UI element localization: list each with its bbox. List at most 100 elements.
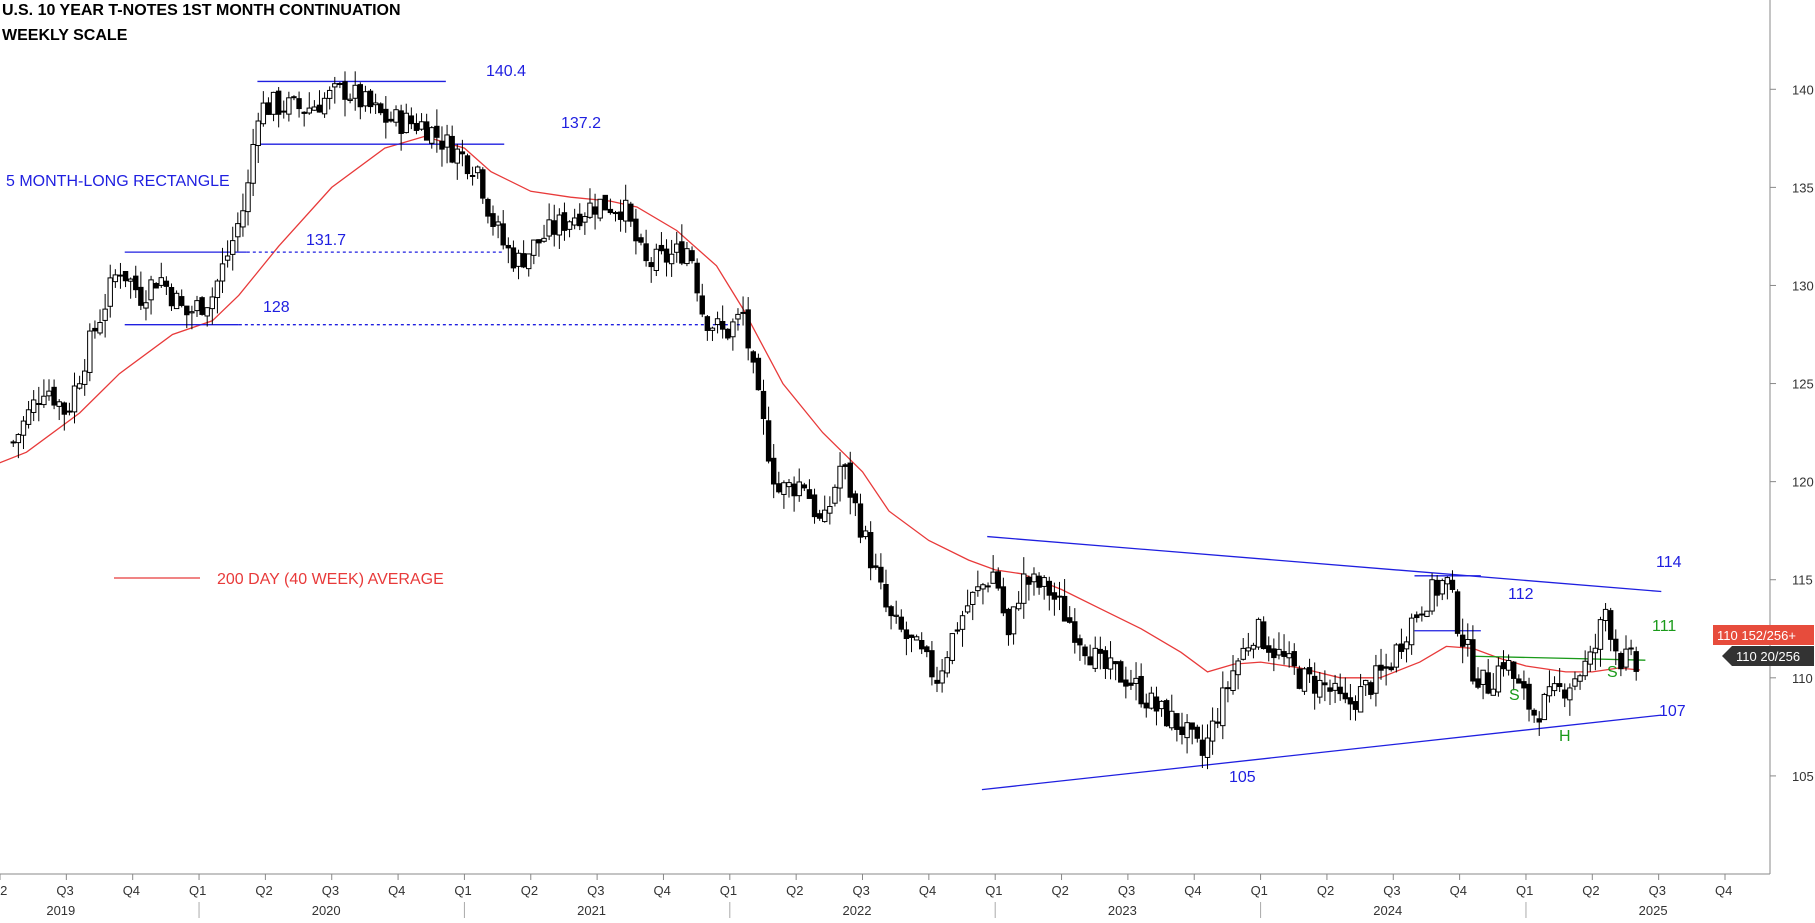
candle-body	[459, 151, 466, 155]
candle-body	[837, 465, 843, 489]
candle-body	[388, 118, 394, 122]
candle-body	[893, 614, 899, 617]
candle-body	[1036, 575, 1042, 588]
y-tick-label: 130	[1792, 278, 1814, 293]
candle-body	[235, 223, 241, 238]
candle-body	[995, 571, 1001, 589]
candle-body	[1383, 666, 1389, 669]
candle-body	[1607, 610, 1614, 640]
candle-body	[1582, 660, 1588, 677]
candle-body	[852, 493, 859, 504]
candle-body	[1439, 580, 1445, 595]
candle-body	[1592, 647, 1599, 654]
chart-subtitle: WEEKLY SCALE	[2, 27, 128, 44]
level-label-137: 137.2	[561, 115, 601, 132]
candle-body	[1240, 647, 1246, 660]
candle-body	[270, 91, 277, 115]
candle-body	[770, 457, 777, 485]
candle-body	[1368, 682, 1374, 695]
candle-body	[842, 464, 848, 467]
candle-body	[1449, 579, 1456, 590]
candle-body	[796, 481, 802, 497]
x-tick-label: Q3	[1383, 883, 1400, 898]
candle-body	[413, 122, 420, 131]
y-tick-label: 110	[1792, 671, 1813, 686]
candle-body	[505, 244, 512, 249]
candle-body	[919, 640, 925, 650]
candle-body	[1403, 641, 1410, 650]
x-year-label: 2020	[312, 903, 341, 918]
candle-body	[699, 295, 705, 315]
candle-body	[1373, 665, 1379, 694]
candle-body	[1015, 602, 1022, 610]
candle-body	[929, 650, 935, 678]
candle-body	[1322, 682, 1328, 686]
candle-body	[250, 143, 256, 184]
candle-body	[189, 311, 195, 314]
candle-body	[1143, 702, 1149, 709]
candle-body	[653, 248, 660, 271]
candle-body	[760, 390, 767, 420]
candle-body	[515, 252, 522, 267]
candle-body	[1005, 608, 1012, 636]
candle-body	[500, 223, 506, 246]
candle-body	[1215, 721, 1221, 724]
moving-average	[0, 135, 1641, 679]
candle-body	[1225, 687, 1231, 690]
candle-body	[163, 280, 170, 287]
candle-body	[1454, 591, 1461, 634]
candle-body	[709, 327, 716, 331]
y-tick-label: 120	[1792, 475, 1814, 490]
candle-body	[393, 109, 399, 123]
candle-body	[1184, 722, 1190, 739]
x-year-label: 2019	[46, 903, 75, 918]
candle-body	[281, 110, 287, 113]
candle-body	[638, 237, 644, 243]
candle-body	[1250, 644, 1257, 650]
candle-body	[1459, 634, 1466, 647]
candle-body	[735, 313, 741, 320]
candle-body	[704, 316, 711, 331]
candle-body	[990, 571, 996, 584]
candle-body	[1475, 678, 1481, 688]
candle-body	[1347, 697, 1354, 705]
candle-body	[474, 166, 481, 174]
candle-body	[878, 566, 884, 583]
x-tick-label: Q1	[454, 883, 471, 898]
candle-body	[1327, 687, 1333, 692]
candle-body	[684, 248, 690, 265]
candle-body	[1352, 701, 1359, 710]
candle-body	[1378, 664, 1384, 671]
chart-title: U.S. 10 YEAR T-NOTES 1ST MONTH CONTINUAT…	[2, 2, 401, 19]
candle-body	[1077, 638, 1083, 646]
x-tick-label: Q2	[521, 883, 538, 898]
candle-body	[138, 286, 144, 306]
candle-body	[781, 482, 787, 495]
candle-body	[806, 489, 813, 499]
candle-body	[439, 140, 445, 150]
candle-body	[1138, 675, 1144, 705]
candle-body	[1067, 617, 1073, 623]
candle-body	[1041, 577, 1047, 587]
candle-body	[1587, 651, 1593, 665]
candle-body	[1414, 614, 1420, 619]
candle-body	[347, 98, 353, 101]
x-tick-label: Q3	[587, 883, 604, 898]
candle-body	[383, 108, 389, 123]
candle-body	[332, 83, 338, 88]
candle-body	[291, 96, 297, 99]
candle-body	[1633, 651, 1639, 672]
y-tick-label: 125	[1792, 377, 1814, 392]
candle-body	[97, 321, 103, 334]
candle-body	[1623, 648, 1629, 668]
candle-body	[1092, 647, 1098, 669]
candle-body	[1465, 639, 1471, 645]
candle-body	[107, 277, 113, 307]
candle-body	[1230, 670, 1236, 692]
candle-body	[429, 127, 435, 144]
x-tick-label: Q4	[919, 883, 936, 898]
candle-body	[464, 155, 471, 175]
candle-body	[224, 255, 231, 261]
x-year-label: 2023	[1108, 903, 1137, 918]
candle-body	[1235, 660, 1241, 676]
